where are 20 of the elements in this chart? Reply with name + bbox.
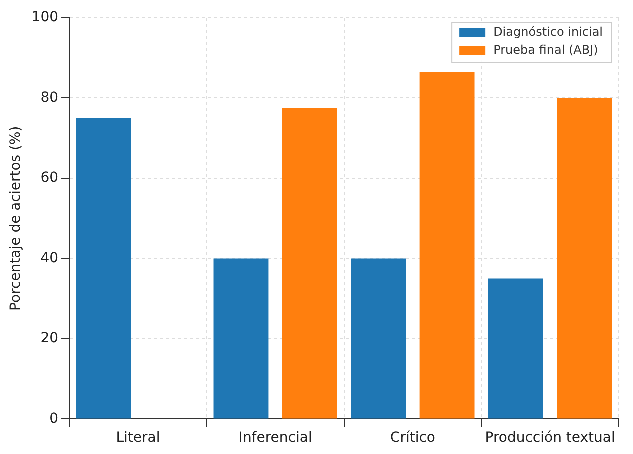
x-tick-label: Literal (116, 430, 160, 446)
x-tick-label: Producción textual (485, 430, 616, 446)
bar (282, 108, 338, 419)
legend-label: Prueba final (ABJ) (494, 43, 598, 58)
bar (351, 258, 406, 419)
x-tick-label: Crítico (390, 430, 436, 446)
y-axis-title: Porcentaje de aciertos (%) (8, 126, 24, 311)
bar (557, 98, 612, 419)
y-tick-label: 80 (40, 90, 59, 106)
legend-label: Diagnóstico inicial (494, 25, 604, 40)
y-tick-label: 0 (50, 410, 59, 427)
x-tick-label: Inferencial (238, 430, 312, 446)
bar (420, 72, 475, 419)
y-tick-label: 100 (32, 10, 59, 26)
bar (214, 258, 269, 419)
bar (488, 278, 544, 419)
bar (76, 118, 132, 419)
y-tick-label: 60 (40, 170, 59, 186)
y-tick-label: 40 (40, 250, 59, 266)
y-tick-label: 20 (40, 330, 59, 347)
